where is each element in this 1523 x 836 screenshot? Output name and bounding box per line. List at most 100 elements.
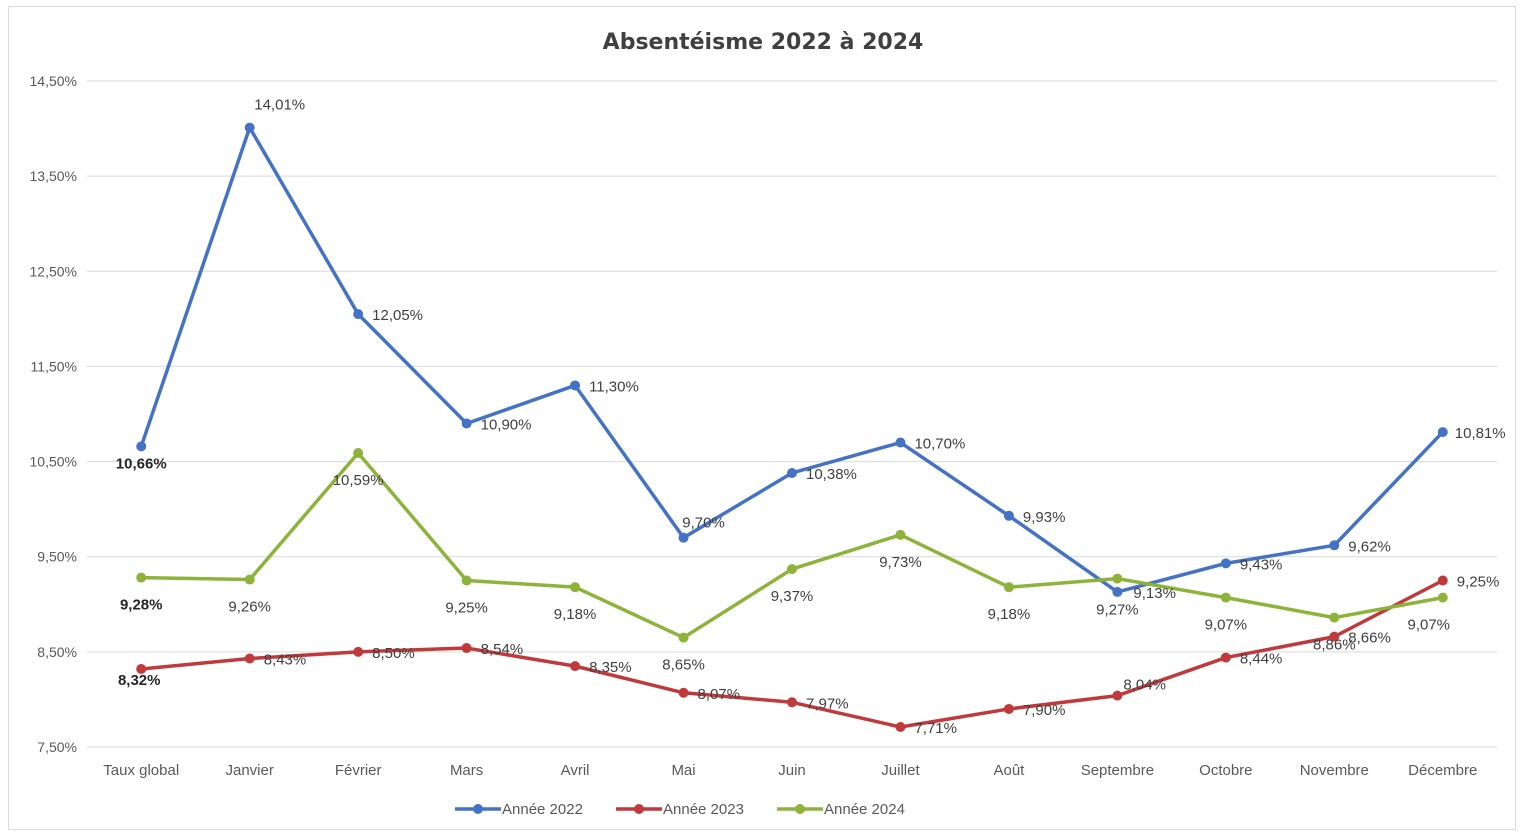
- x-tick-label: Mai: [671, 762, 695, 779]
- x-tick-label: Février: [335, 762, 382, 779]
- legend-marker: [634, 804, 644, 814]
- data-point: [1220, 652, 1231, 663]
- y-tick-label: 13,50%: [30, 168, 77, 184]
- legend: Année 2022 Année 2023 Année 2024: [455, 801, 905, 818]
- data-point: [461, 575, 472, 586]
- data-label: 7,97%: [806, 695, 849, 712]
- data-point: [895, 437, 906, 448]
- chart-frame: Absentéisme 2022 à 2024 7,50% 8,50% 9,50% 1…: [8, 6, 1516, 830]
- y-tick-label: 9,50%: [37, 549, 77, 565]
- data-point: [895, 722, 906, 733]
- data-label: 9,28%: [120, 597, 163, 614]
- data-label: 9,07%: [1205, 617, 1248, 634]
- data-point: [136, 572, 147, 583]
- y-axis-ticks: 7,50% 8,50% 9,50% 10,50% 11,50% 12,50% 13,50% 1…: [30, 73, 77, 755]
- x-tick-label: Juin: [778, 762, 806, 779]
- data-label: 9,73%: [879, 554, 922, 571]
- data-point: [570, 582, 581, 593]
- data-point: [787, 697, 797, 708]
- x-tick-label: Taux global: [103, 762, 179, 779]
- chart-title: Absentéisme 2022 à 2024: [603, 30, 924, 55]
- data-point: [1220, 592, 1231, 603]
- data-point: [895, 529, 906, 540]
- data-point: [136, 663, 147, 674]
- data-label: 9,18%: [988, 606, 1031, 623]
- data-point: [570, 661, 581, 672]
- data-label: 9,26%: [228, 599, 271, 616]
- data-point: [1437, 575, 1448, 586]
- data-label: 8,50%: [372, 645, 415, 662]
- y-tick-label: 8,50%: [37, 644, 77, 660]
- data-label: 10,66%: [116, 455, 167, 472]
- data-point: [678, 687, 689, 698]
- data-point: [1003, 510, 1014, 521]
- y-tick-label: 11,50%: [31, 358, 77, 374]
- data-label: 10,70%: [914, 436, 965, 453]
- data-point: [1437, 592, 1448, 603]
- data-label: 8,54%: [481, 641, 524, 658]
- data-point: [1437, 427, 1448, 438]
- data-point: [244, 653, 255, 664]
- data-label: 9,25%: [445, 600, 488, 617]
- gridlines: [87, 80, 1497, 748]
- data-point: [1220, 558, 1231, 569]
- data-point: [1003, 582, 1014, 593]
- data-label: 14,01%: [254, 97, 305, 114]
- data-label: 9,27%: [1096, 602, 1139, 619]
- y-tick-label: 12,50%: [30, 263, 77, 279]
- data-label: 9,93%: [1023, 509, 1066, 526]
- data-point: [1112, 573, 1123, 584]
- data-point: [1329, 612, 1340, 623]
- data-point: [461, 643, 472, 654]
- data-point: [787, 467, 797, 478]
- data-point: [787, 564, 797, 575]
- data-label: 8,07%: [698, 686, 741, 703]
- x-tick-label: Octobre: [1199, 762, 1252, 779]
- data-point: [570, 380, 581, 391]
- line-chart: Absentéisme 2022 à 2024 7,50% 8,50% 9,50% 1…: [30, 30, 1506, 818]
- data-label: 10,38%: [806, 466, 857, 483]
- data-label: 7,90%: [1023, 702, 1066, 719]
- x-tick-label: Juillet: [881, 762, 920, 779]
- data-label: 8,44%: [1240, 651, 1283, 668]
- data-label: 8,32%: [118, 672, 161, 689]
- data-label: 10,90%: [481, 417, 532, 434]
- series-line: [139, 125, 1445, 594]
- data-label: 9,43%: [1240, 556, 1283, 573]
- data-label: 9,07%: [1407, 617, 1450, 634]
- data-label: 10,59%: [333, 472, 384, 489]
- x-tick-label: Août: [993, 762, 1025, 779]
- data-label: 8,43%: [264, 652, 307, 669]
- legend-label: Année 2022: [502, 801, 583, 818]
- series-lines: [136, 122, 1448, 733]
- data-label: 9,37%: [771, 588, 814, 605]
- data-label: 8,04%: [1123, 677, 1166, 694]
- data-label: 10,81%: [1455, 425, 1506, 442]
- data-point: [244, 122, 255, 133]
- data-label: 7,71%: [914, 720, 957, 737]
- data-labels: 10,66% 14,01% 12,05% 10,90% 11,30% 9,70% 10,38…: [116, 97, 1506, 737]
- y-tick-label: 7,50%: [37, 739, 77, 755]
- data-label: 9,25%: [1457, 574, 1500, 591]
- data-label: 9,62%: [1348, 538, 1391, 555]
- data-point: [1329, 540, 1340, 551]
- data-point: [1112, 690, 1123, 701]
- legend-marker: [795, 804, 805, 814]
- x-tick-label: Décembre: [1408, 762, 1477, 779]
- data-label: 9,70%: [682, 515, 725, 532]
- data-label: 9,18%: [554, 606, 597, 623]
- data-label: 12,05%: [372, 307, 423, 324]
- data-point: [1329, 631, 1340, 642]
- data-point: [353, 448, 364, 459]
- data-label: 8,66%: [1348, 630, 1391, 647]
- x-tick-label: Septembre: [1081, 762, 1154, 779]
- data-point: [353, 309, 364, 320]
- data-label: 8,65%: [662, 657, 705, 674]
- data-point: [1112, 586, 1123, 597]
- x-tick-label: Novembre: [1300, 762, 1369, 779]
- data-label: 11,30%: [589, 378, 639, 395]
- x-tick-label: Avril: [561, 762, 590, 779]
- y-tick-label: 14,50%: [30, 73, 77, 89]
- data-point: [1003, 703, 1014, 714]
- data-label: 8,35%: [589, 659, 632, 676]
